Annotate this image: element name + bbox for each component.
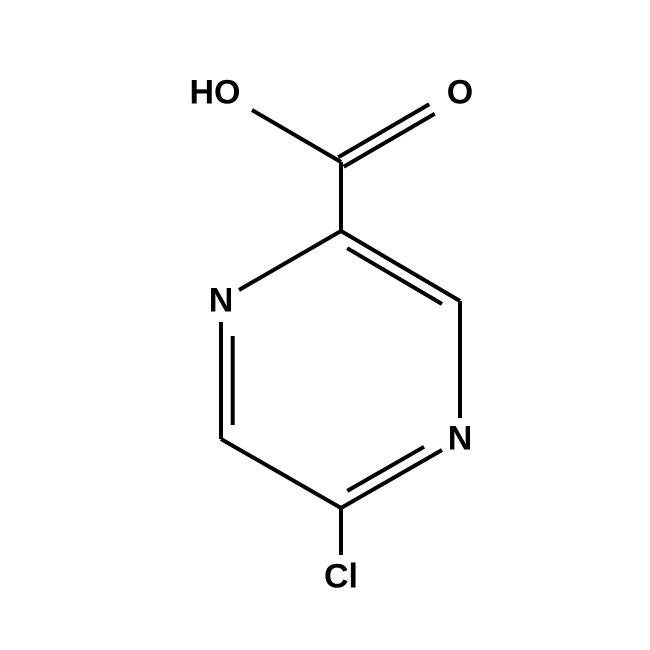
atom-label-n2: N: [448, 420, 473, 459]
atom-label-o: O: [447, 74, 473, 113]
atom-label-n1: N: [209, 282, 234, 321]
molecule-canvas: HO O N N Cl: [0, 0, 650, 650]
bond-svg: [0, 0, 650, 650]
atom-label-cl: Cl: [324, 558, 358, 597]
atom-label-oh: HO: [190, 74, 241, 113]
